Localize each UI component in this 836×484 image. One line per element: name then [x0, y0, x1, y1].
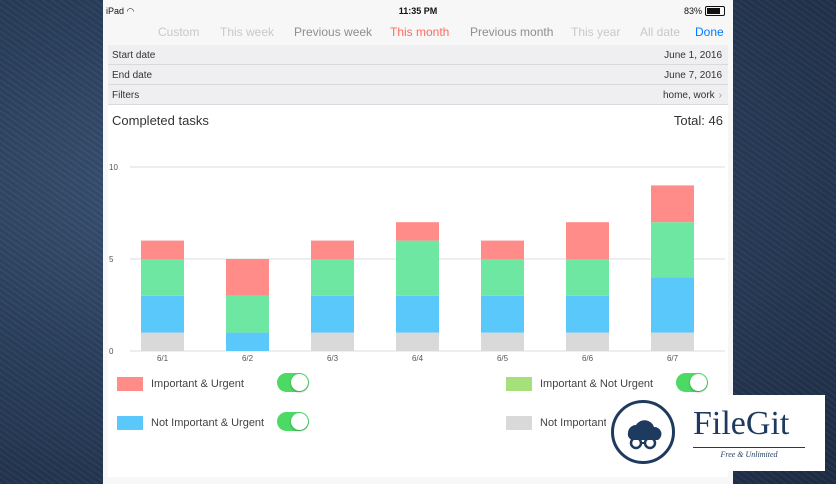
ipad-screen: iPad ◠ 11:35 PM 83% Custom This week Pre…	[103, 0, 733, 484]
status-battery: 83%	[684, 6, 725, 16]
bar-segment	[566, 332, 609, 351]
bar-segment	[566, 222, 609, 259]
start-date-row[interactable]: Start date June 1, 2016	[108, 45, 728, 65]
toggle-important-not-urgent[interactable]	[676, 373, 708, 392]
filegit-watermark: FileGit Free & Unlimited	[606, 395, 825, 471]
device-name: iPad	[106, 6, 125, 16]
watermark-tagline: Free & Unlimited	[693, 447, 805, 459]
legend-swatch	[117, 416, 143, 430]
end-date-row[interactable]: End date June 7, 2016	[108, 65, 728, 85]
legend-label: Important & Not Urgent	[540, 378, 654, 390]
legend-item-important-urgent: Important & Urgent	[117, 376, 317, 396]
bar-segment	[481, 240, 524, 259]
bar-segment	[226, 259, 269, 296]
bar-segment	[311, 295, 354, 333]
legend-swatch	[506, 377, 532, 391]
x-tick-label: 6/7	[667, 354, 679, 363]
stacked-bar-chart: 0 5 10 6/1 6/2 6/3 6/4 6/5 6/6 6/7	[109, 163, 725, 363]
tab-this-week[interactable]: This week	[220, 25, 275, 39]
legend-swatch	[117, 377, 143, 391]
status-device-wifi: iPad ◠	[106, 6, 134, 17]
start-date-label: Start date	[112, 50, 156, 61]
bar-segment	[396, 240, 439, 296]
tab-previous-month[interactable]: Previous month	[470, 25, 554, 39]
bar-segment	[396, 222, 439, 241]
cloud-glasses-icon	[611, 400, 675, 464]
bar-segment	[651, 185, 694, 223]
bar-segment	[651, 222, 694, 278]
legend-label: Not Important & Urgent	[151, 417, 265, 429]
end-date-label: End date	[112, 70, 153, 81]
chart-title: Completed tasks	[112, 113, 209, 128]
bar-segment	[481, 259, 524, 296]
tab-custom[interactable]: Custom	[158, 25, 200, 39]
filters-value-wrap: home, work ›	[663, 90, 722, 101]
bar-segment	[311, 259, 354, 296]
chart-total: Total: 46	[673, 113, 723, 128]
legend-label: Not Important	[540, 417, 607, 429]
bar-segment	[141, 259, 184, 296]
legend-label: Important & Urgent	[151, 378, 244, 390]
status-bar: iPad ◠ 11:35 PM 83%	[103, 0, 733, 22]
legend-item-not-important-urgent: Not Important & Urgent	[117, 415, 317, 435]
toggle-important-urgent[interactable]	[277, 373, 309, 392]
y-tick-label: 0	[109, 347, 114, 356]
bar-segment	[396, 332, 439, 351]
bar-segment	[141, 240, 184, 259]
bar-segment	[566, 259, 609, 296]
y-tick-label: 10	[109, 163, 118, 172]
x-tick-label: 6/1	[157, 354, 169, 363]
x-tick-label: 6/2	[242, 354, 254, 363]
bar-segment	[481, 332, 524, 351]
legend-item-not-important: Not Important	[506, 415, 706, 435]
status-time: 11:35 PM	[398, 6, 438, 16]
bar-segment	[481, 295, 524, 333]
chevron-right-icon: ›	[718, 90, 722, 101]
x-tick-label: 6/3	[327, 354, 339, 363]
bar-segment	[311, 240, 354, 259]
bar-segment	[396, 295, 439, 333]
battery-icon	[705, 6, 725, 16]
toggle-knob	[291, 413, 308, 430]
tab-this-month[interactable]: This month	[390, 25, 450, 39]
bar-segment	[651, 332, 694, 351]
battery-percent: 83%	[683, 6, 702, 16]
filter-panel: Start date June 1, 2016 End date June 7,…	[108, 45, 728, 105]
bar-segment	[566, 295, 609, 333]
bar-segment	[651, 277, 694, 333]
end-date-value: June 7, 2016	[664, 70, 722, 81]
date-range-tabs: Custom This week Previous week This mont…	[103, 22, 733, 44]
filters-row[interactable]: Filters home, work ›	[108, 85, 728, 105]
toggle-knob	[291, 374, 308, 391]
toggle-knob	[690, 374, 707, 391]
bar-segment	[226, 332, 269, 351]
legend-item-important-not-urgent: Important & Not Urgent	[506, 376, 706, 396]
x-tick-label: 6/6	[582, 354, 594, 363]
tab-this-year[interactable]: This year	[571, 25, 621, 39]
tab-all-date[interactable]: All date	[640, 25, 681, 39]
wifi-icon: ◠	[126, 6, 135, 16]
legend-swatch	[506, 416, 532, 430]
x-tick-label: 6/5	[497, 354, 509, 363]
toggle-not-important-urgent[interactable]	[277, 412, 309, 431]
filters-value: home, work	[662, 90, 715, 101]
watermark-name: FileGit	[693, 405, 790, 442]
filters-label: Filters	[112, 90, 140, 101]
y-tick-label: 5	[109, 255, 114, 264]
bar-segment	[141, 332, 184, 351]
bar-segment	[226, 295, 269, 333]
bar-segment	[141, 295, 184, 333]
bar-segment	[311, 332, 354, 351]
start-date-value: June 1, 2016	[664, 50, 722, 61]
x-tick-label: 6/4	[412, 354, 424, 363]
done-button[interactable]: Done	[695, 25, 724, 39]
tab-previous-week[interactable]: Previous week	[294, 25, 373, 39]
